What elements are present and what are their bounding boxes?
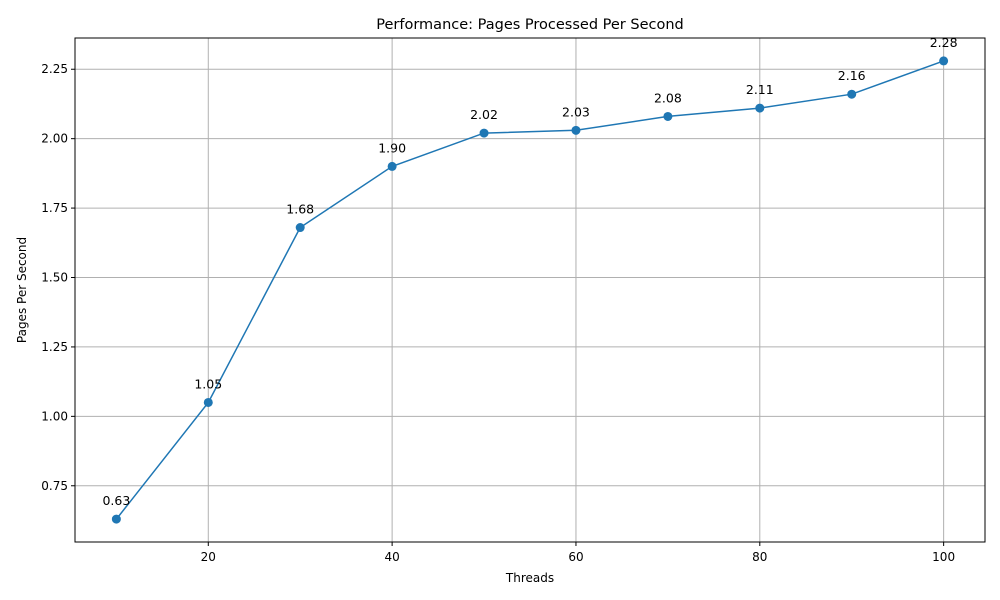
data-label: 2.28	[930, 35, 958, 50]
axis-ticks: 20 40 60 80 100 0.75 1.00 1.25 1.50 1.75 2.00 2.25	[41, 62, 955, 564]
data-point	[847, 89, 857, 99]
data-point	[571, 125, 581, 135]
series-line	[115, 60, 944, 520]
x-tick-label: 40	[384, 550, 399, 564]
plot-frame	[74, 37, 986, 543]
y-tick-label: 1.00	[41, 409, 68, 423]
x-axis-label: Threads	[505, 571, 554, 585]
data-label: 2.03	[562, 104, 590, 119]
data-point	[387, 161, 397, 171]
y-tick-label: 1.50	[41, 271, 68, 285]
data-label: 2.16	[838, 68, 866, 83]
data-point	[939, 56, 949, 66]
x-tick-label: 20	[201, 550, 216, 564]
data-labels: 0.63 1.05 1.68 1.90 2.02 2.03 2.08 2.11 2.16 2.28	[102, 35, 957, 508]
data-label: 1.90	[378, 140, 406, 155]
y-axis-label: Pages Per Second	[15, 237, 29, 343]
y-tick-label: 1.25	[41, 340, 68, 354]
series-layer	[111, 56, 949, 524]
data-point	[203, 397, 213, 407]
data-label: 0.63	[102, 493, 130, 508]
x-tick-label: 60	[568, 550, 583, 564]
data-label: 2.11	[746, 82, 774, 97]
y-tick-label: 0.75	[41, 479, 68, 493]
data-label: 2.02	[470, 107, 498, 122]
chart-title: Performance: Pages Processed Per Second	[376, 17, 683, 33]
data-label: 1.05	[194, 376, 222, 391]
grid	[75, 38, 985, 542]
data-point	[111, 514, 121, 524]
data-point	[295, 223, 305, 233]
data-point	[479, 128, 489, 138]
x-tick-label: 80	[752, 550, 767, 564]
data-label: 2.08	[654, 90, 682, 105]
y-tick-label: 2.25	[41, 62, 68, 76]
data-label: 1.68	[286, 202, 314, 217]
data-point	[755, 103, 765, 113]
data-point	[663, 111, 673, 121]
y-tick-label: 2.00	[41, 132, 68, 146]
x-tick-label: 100	[932, 550, 955, 564]
y-tick-label: 1.75	[41, 201, 68, 215]
